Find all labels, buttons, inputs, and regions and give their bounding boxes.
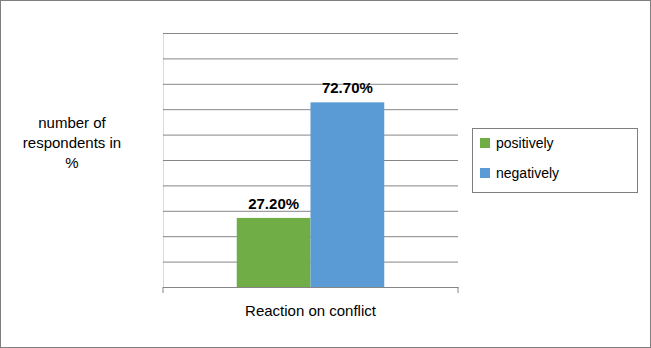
y-axis-line (164, 34, 459, 288)
bars (237, 102, 385, 287)
chart: Reaction on conflict 27.20% 72.70% number o… (0, 0, 651, 348)
bar (311, 102, 385, 287)
grid-line (163, 58, 458, 59)
legend-swatch (480, 138, 490, 148)
x-axis-edge-tick (458, 287, 459, 293)
grid-line (163, 33, 458, 34)
legend-swatch (480, 168, 490, 178)
legend-label: positively (496, 135, 554, 151)
legend-box (473, 129, 638, 193)
legend: positively negatively (473, 129, 638, 193)
x-axis-edge-tick (163, 287, 164, 293)
x-tick-label: Reaction on conflict (245, 302, 377, 319)
x-axis-line (164, 287, 459, 288)
y-tick (163, 84, 458, 85)
x-axis: Reaction on conflict (163, 287, 459, 319)
x-tick: Reaction on conflict (245, 287, 377, 319)
legend-label: negatively (496, 165, 559, 181)
bar (237, 218, 311, 287)
y-tick (163, 58, 458, 59)
frame (1, 1, 651, 348)
y-axis (163, 34, 458, 288)
data-label: 72.70% (322, 79, 373, 96)
grid-line (163, 287, 458, 288)
y-tick (163, 287, 458, 288)
data-label: 27.20% (248, 195, 299, 212)
grid-line (163, 84, 458, 85)
y-tick (163, 33, 458, 34)
y-axis-title: number ofrespondents in% (23, 114, 121, 171)
